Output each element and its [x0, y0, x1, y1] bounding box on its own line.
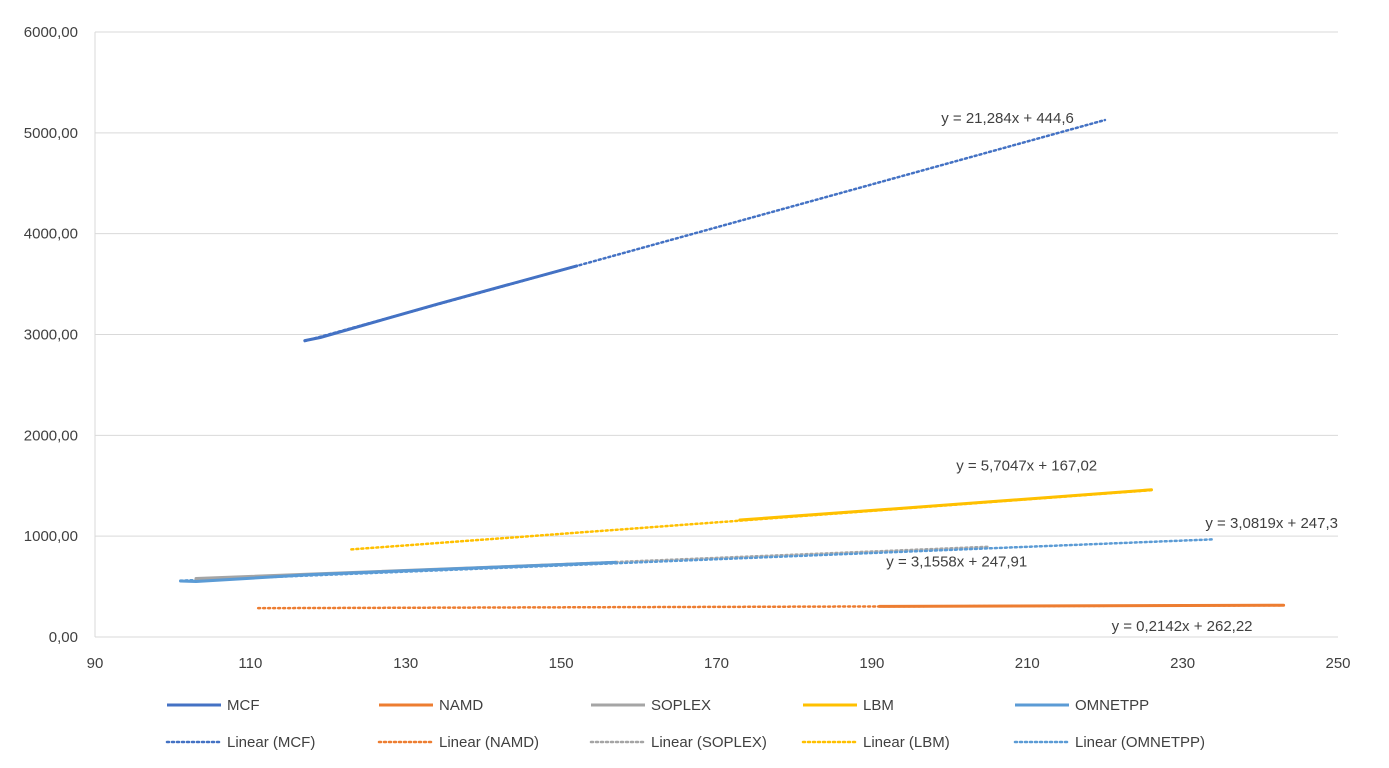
trendline-equation-linear-namd: y = 0,2142x + 262,22: [1112, 618, 1253, 635]
legend-label: Linear (NAMD): [439, 734, 539, 751]
legend-item-namd: NAMD: [379, 697, 483, 714]
x-tick-label: 110: [238, 655, 262, 672]
legend-item-lbm: LBM: [803, 697, 894, 714]
series-line-omnetpp: [179, 560, 617, 583]
axis-layer: 0,00 1000,00 2000,00 3000,00 4000,00 5000,00 6…: [24, 24, 1351, 672]
y-tick-label: 0,00: [49, 629, 78, 646]
trendline-equation-linear-soplex: y = 3,1558x + 247,91: [886, 553, 1027, 570]
y-tick-label: 1000,00: [24, 528, 78, 545]
series-line-mcf: [303, 264, 579, 343]
y-tick-label: 2000,00: [24, 427, 78, 444]
legend-item-mcf: MCF: [167, 697, 260, 714]
legend-label: Linear (OMNETPP): [1075, 734, 1205, 751]
y-tick-label: 5000,00: [24, 125, 78, 142]
legend: MCF NAMD SOPLEX LBM OMNETPP Linear (MCF) Linea…: [165, 697, 1205, 751]
x-tick-label: 190: [859, 655, 884, 672]
series-line-namd: [878, 603, 1286, 608]
grid-layer: [95, 31, 1338, 638]
legend-label: Linear (SOPLEX): [651, 734, 767, 751]
y-tick-label: 3000,00: [24, 327, 78, 344]
trendline-linear-mcf: [303, 118, 1107, 343]
series-line-lbm: [738, 488, 1153, 522]
legend-label: NAMD: [439, 697, 483, 714]
legend-label: SOPLEX: [651, 697, 711, 714]
x-tick-label: 210: [1015, 655, 1040, 672]
x-tick-label: 150: [549, 655, 574, 672]
legend-item-linear-lbm: Linear (LBM): [801, 734, 950, 751]
label-layer: y = 21,284x + 444,6 y = 0,2142x + 262,22 y…: [886, 110, 1338, 635]
trendline-equation-linear-lbm: y = 5,7047x + 167,02: [956, 458, 1097, 475]
x-tick-label: 230: [1170, 655, 1195, 672]
legend-item-linear-omnetpp: Linear (OMNETPP): [1013, 734, 1205, 751]
legend-item-linear-mcf: Linear (MCF): [165, 734, 315, 751]
y-tick-label: 6000,00: [24, 24, 78, 41]
trendline-layer: [179, 118, 1285, 610]
trendline-equation-linear-omnetpp: y = 3,0819x + 247,3: [1205, 515, 1338, 532]
legend-label: Linear (LBM): [863, 734, 950, 751]
trendline-equation-linear-mcf: y = 21,284x + 444,6: [941, 110, 1074, 127]
legend-item-linear-soplex: Linear (SOPLEX): [589, 734, 767, 751]
legend-item-linear-namd: Linear (NAMD): [377, 734, 539, 751]
series-layer: [179, 264, 1286, 608]
x-tick-label: 130: [393, 655, 418, 672]
legend-label: OMNETPP: [1075, 697, 1149, 714]
y-tick-label: 4000,00: [24, 226, 78, 243]
legend-label: Linear (MCF): [227, 734, 315, 751]
legend-label: MCF: [227, 697, 260, 714]
legend-item-soplex: SOPLEX: [591, 697, 711, 714]
x-tick-label: 250: [1325, 655, 1350, 672]
x-tick-label: 170: [704, 655, 729, 672]
legend-item-omnetpp: OMNETPP: [1015, 697, 1149, 714]
legend-label: LBM: [863, 697, 894, 714]
x-tick-label: 90: [87, 655, 104, 672]
